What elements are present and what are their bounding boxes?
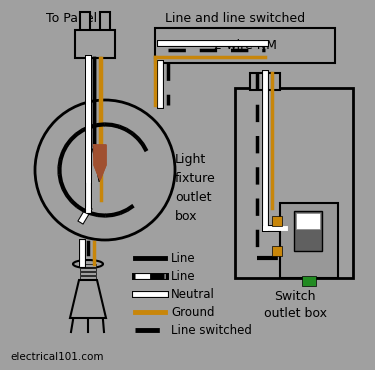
Text: Neutral: Neutral [171,287,215,300]
Text: electrical101.com: electrical101.com [10,352,104,362]
Text: Line: Line [171,269,196,283]
Text: Ground: Ground [171,306,214,319]
Polygon shape [94,145,106,180]
Bar [80,272,96,275]
Text: To Panel: To Panel [46,12,98,25]
Text: Line and line switched: Line and line switched [165,12,305,25]
Bar [80,12,90,32]
Bar [80,268,96,271]
Text: Line: Line [171,252,196,265]
Bar [272,246,282,256]
Text: Light
fixture
outlet
box: Light fixture outlet box [175,153,216,223]
Bar [80,264,96,267]
Circle shape [35,100,175,240]
Bar [294,211,322,251]
Bar [75,30,115,58]
Bar [80,276,96,279]
Bar [296,213,320,229]
Text: Line switched: Line switched [171,323,252,336]
Bar [302,276,316,286]
Bar [250,73,280,90]
Polygon shape [70,280,106,318]
Bar [155,28,335,63]
Bar [235,88,353,278]
Bar [100,12,110,32]
Text: Switch
outlet box: Switch outlet box [264,290,327,320]
Text: 2-wire NM: 2-wire NM [214,39,276,52]
Bar [272,216,282,226]
Ellipse shape [73,260,103,268]
Bar [280,203,338,278]
